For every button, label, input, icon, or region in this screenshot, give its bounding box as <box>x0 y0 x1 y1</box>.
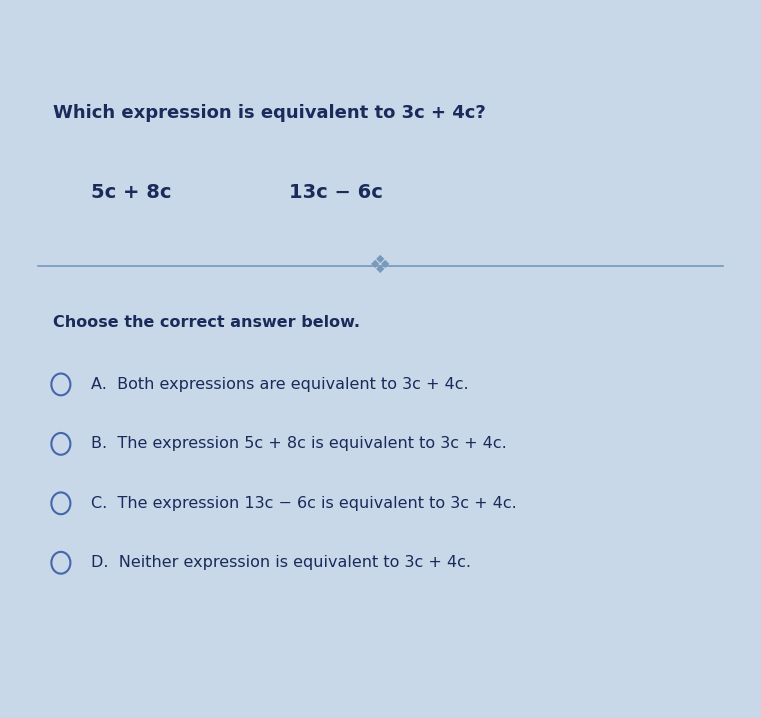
Text: 5c + 8c: 5c + 8c <box>91 183 172 202</box>
Text: D.  Neither expression is equivalent to 3c + 4c.: D. Neither expression is equivalent to 3… <box>91 555 471 570</box>
Text: A.  Both expressions are equivalent to 3c + 4c.: A. Both expressions are equivalent to 3c… <box>91 377 469 392</box>
Text: C.  The expression 13c − 6c is equivalent to 3c + 4c.: C. The expression 13c − 6c is equivalent… <box>91 496 517 510</box>
Text: Which expression is equivalent to 3c + 4c?: Which expression is equivalent to 3c + 4… <box>53 103 486 121</box>
Text: 13c − 6c: 13c − 6c <box>289 183 383 202</box>
Text: ❖: ❖ <box>369 253 392 278</box>
Text: B.  The expression 5c + 8c is equivalent to 3c + 4c.: B. The expression 5c + 8c is equivalent … <box>91 437 507 452</box>
Text: Choose the correct answer below.: Choose the correct answer below. <box>53 315 360 330</box>
